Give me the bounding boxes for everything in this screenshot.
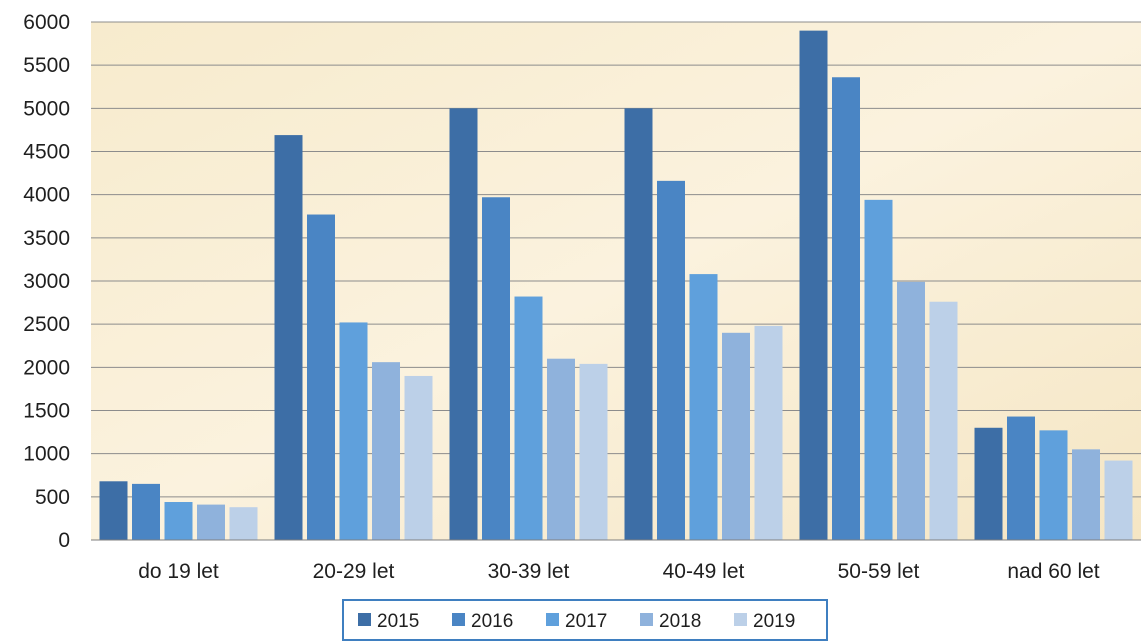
bar-2016-3 <box>657 180 685 540</box>
legend-swatch-2015 <box>358 613 371 626</box>
y-tick-label: 3500 <box>23 227 70 250</box>
y-tick-label: 5500 <box>23 54 70 77</box>
legend-label-2017: 2017 <box>565 611 607 632</box>
bar-2018-4 <box>897 281 925 540</box>
legend-label-2019: 2019 <box>753 611 795 632</box>
x-category-label: nad 60 let <box>1007 560 1099 583</box>
bar-2015-5 <box>974 427 1003 540</box>
y-tick-label: 4500 <box>23 141 70 164</box>
bar-2017-2 <box>514 296 543 540</box>
bar-2015-3 <box>624 108 653 540</box>
y-tick-label: 2500 <box>23 313 70 336</box>
bar-2019-5 <box>1104 460 1133 540</box>
bar-2018-1 <box>372 362 400 540</box>
y-tick-label: 2000 <box>23 356 70 379</box>
bar-2019-3 <box>754 325 783 540</box>
bar-2015-0 <box>99 481 128 540</box>
bar-2017-1 <box>339 322 368 540</box>
y-tick-label: 4000 <box>23 184 70 207</box>
x-category-label: do 19 let <box>138 560 219 583</box>
bar-2019-0 <box>229 507 258 540</box>
y-tick-label: 0 <box>58 529 70 552</box>
bar-2017-5 <box>1039 430 1068 540</box>
x-category-label: 40-49 let <box>663 560 745 583</box>
y-tick-label: 1000 <box>23 443 70 466</box>
x-category-label: 30-39 let <box>488 560 570 583</box>
y-tick-label: 1500 <box>23 400 70 423</box>
bar-2018-0 <box>197 504 225 540</box>
bar-2019-4 <box>929 301 958 540</box>
bar-2019-2 <box>579 363 608 540</box>
x-axis-categories: do 19 let 20-29 let 30-39 let 40-49 let 50-5… <box>138 560 1100 583</box>
bar-2018-3 <box>722 332 750 540</box>
bar-2016-5 <box>1007 416 1035 540</box>
bar-2016-1 <box>307 214 335 541</box>
bar-2015-2 <box>449 108 478 540</box>
bar-2015-1 <box>274 135 303 540</box>
bar-2017-0 <box>164 502 193 540</box>
bar-2016-4 <box>832 77 860 541</box>
legend-label-2016: 2016 <box>471 611 513 632</box>
legend-label-2018: 2018 <box>659 611 701 632</box>
legend: 2015 2016 2017 2018 2019 <box>342 599 828 641</box>
x-category-label: 20-29 let <box>313 560 395 583</box>
bar-2019-1 <box>404 375 433 540</box>
y-tick-label: 6000 <box>23 11 70 34</box>
legend-swatch-2016 <box>452 613 465 626</box>
legend-swatch-2019 <box>734 613 747 626</box>
bar-2018-5 <box>1072 449 1100 540</box>
y-tick-label: 3000 <box>23 270 70 293</box>
y-axis-ticks: 0 500 1000 1500 2000 2500 3000 3500 4000 4500 5000… <box>23 11 70 552</box>
gridlines <box>91 21 1141 498</box>
bar-2017-4 <box>864 199 893 540</box>
bar-2017-3 <box>689 274 718 540</box>
bar-2018-2 <box>547 358 575 540</box>
legend-swatch-2017 <box>546 613 559 626</box>
legend-label-2015: 2015 <box>377 611 419 632</box>
y-tick-label: 500 <box>35 486 70 509</box>
legend-swatch-2018 <box>640 613 653 626</box>
bar-2016-0 <box>132 483 160 540</box>
bar-2016-2 <box>482 197 510 541</box>
y-tick-label: 5000 <box>23 97 70 120</box>
bar-2015-4 <box>799 30 828 541</box>
x-category-label: 50-59 let <box>838 560 920 583</box>
bars <box>99 30 1133 541</box>
